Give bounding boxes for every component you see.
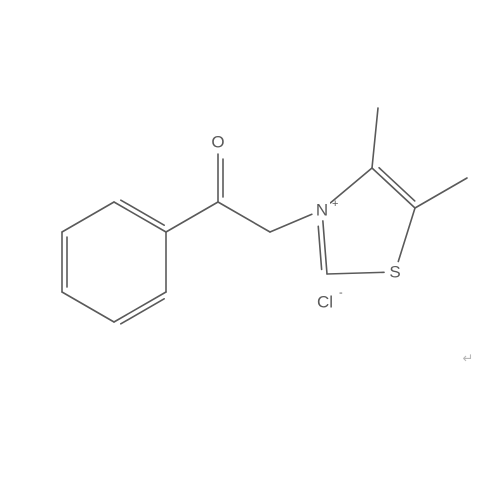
counterion-charge: - <box>339 287 343 299</box>
molecule-canvas: O N + S Cl- ↵ <box>0 0 500 500</box>
bond-15 <box>372 108 378 168</box>
bond-11 <box>327 272 384 274</box>
bond-5 <box>62 202 114 232</box>
bond-16 <box>415 178 467 208</box>
bond-13 <box>372 168 415 208</box>
bond-8 <box>218 202 270 232</box>
bond-2 <box>114 292 166 322</box>
bond-1 <box>62 292 114 322</box>
bond-9 <box>270 214 312 232</box>
bond-12 <box>398 208 415 262</box>
return-mark: ↵ <box>463 351 474 366</box>
atom-n10-charge: + <box>332 198 338 210</box>
bond-10 <box>323 221 327 274</box>
atom-o8: O <box>211 133 224 152</box>
bond-10-inner <box>318 226 321 269</box>
bond-4-inner <box>121 200 164 225</box>
atom-n10: N <box>316 201 328 220</box>
bond-6 <box>166 202 218 232</box>
atom-s12: S <box>389 263 400 282</box>
bond-4 <box>114 202 166 232</box>
molecule-svg: O N + S Cl- ↵ <box>0 0 500 500</box>
counterion-label: Cl <box>317 293 333 312</box>
bond-13-inner <box>379 168 415 201</box>
bond-2-inner <box>121 299 164 324</box>
